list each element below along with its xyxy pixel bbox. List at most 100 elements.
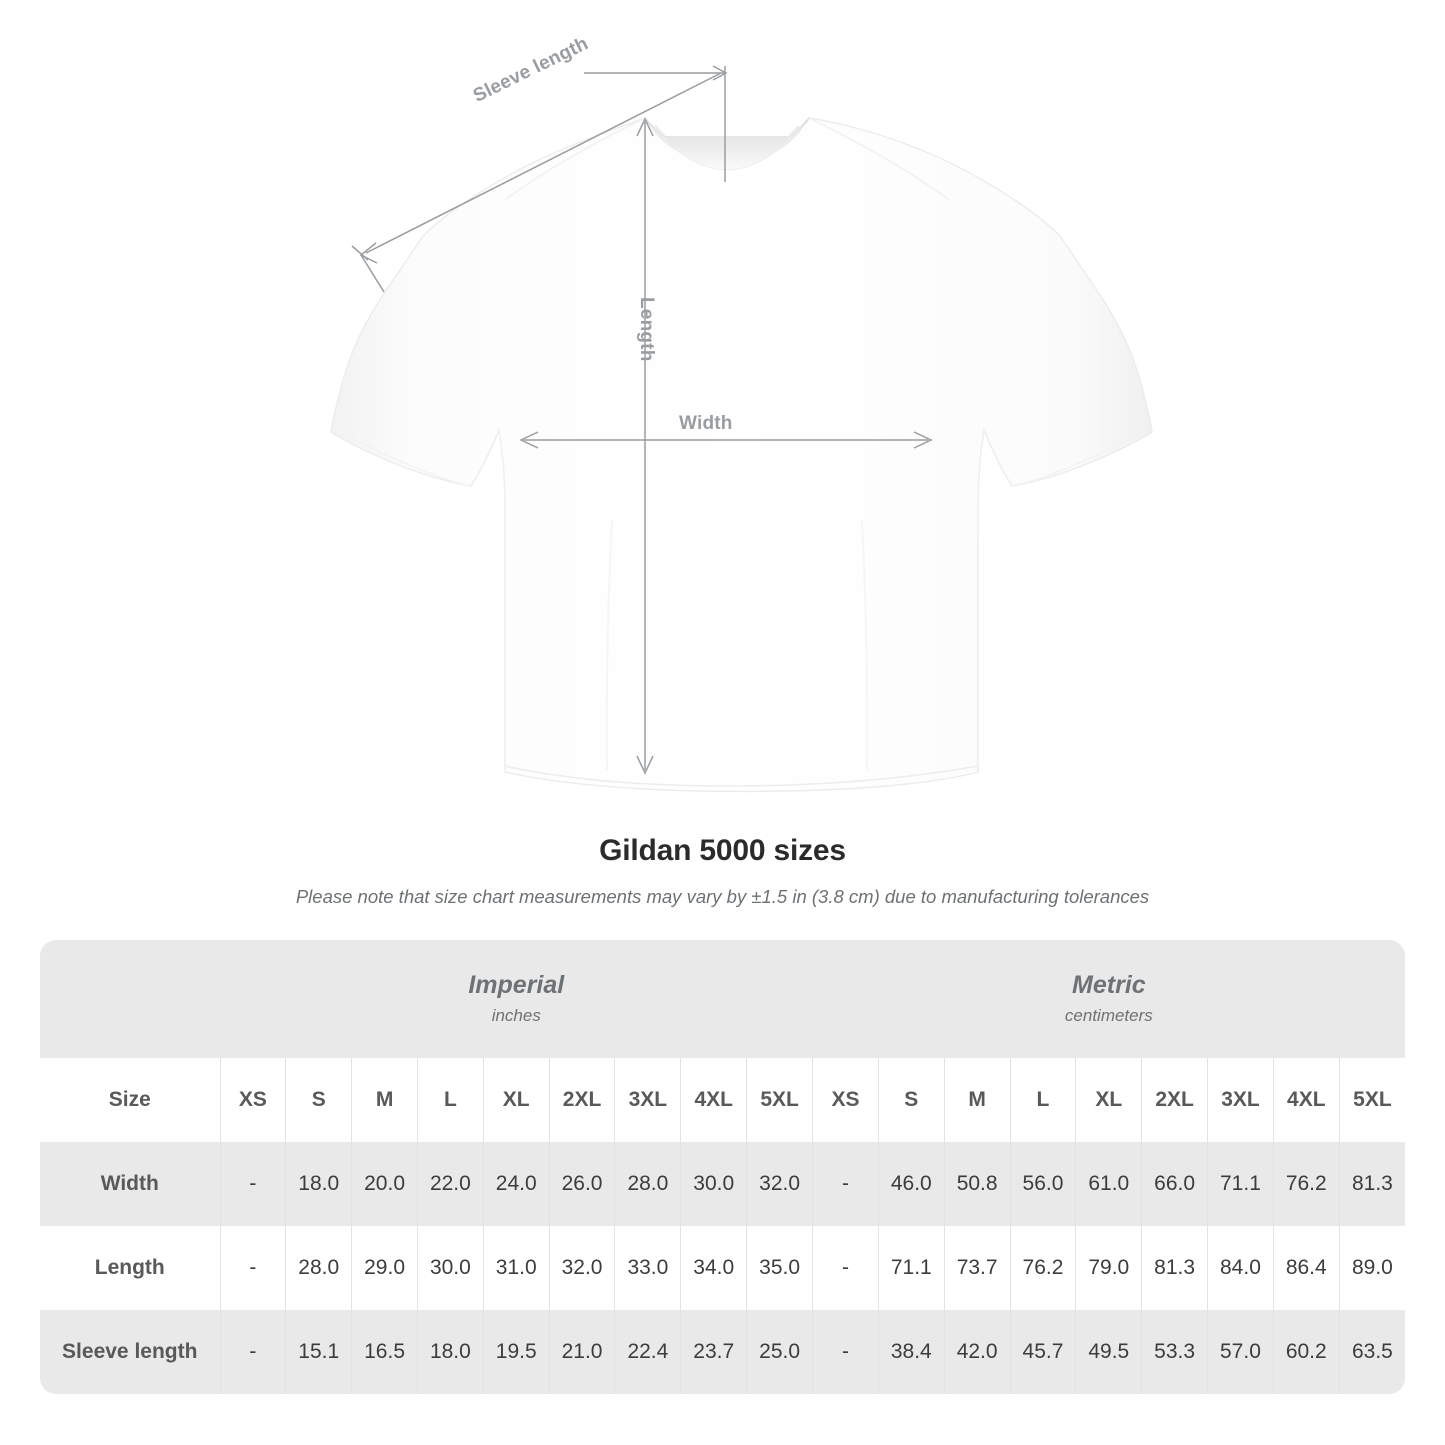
table-cell: 26.0: [548, 1142, 615, 1226]
table-cell: -: [812, 1310, 879, 1394]
measurement-lines: [351, 65, 933, 775]
table-row-sizes: Size XS S M L XL 2XL 3XL 4XL 5XL XS S M L XL 2XL 3XL 4XL 5…: [40, 1058, 1406, 1142]
table-cell: 2XL: [548, 1058, 615, 1142]
table-row: Sleeve length -15.1 16.5 18.0 19.5 21.0 22.4 23…: [40, 1310, 1406, 1394]
table-cell: 73.7: [943, 1226, 1011, 1310]
length-dimension-label: Length: [636, 297, 657, 362]
table-cell: 33.0: [614, 1226, 681, 1310]
table-cell: 50.8: [943, 1142, 1011, 1226]
size-chart-table: Imperial inches Metric centimeters Size XS S M…: [40, 940, 1406, 1394]
page-title: Gildan 5000 sizes: [599, 834, 846, 867]
table-cell: 38.4: [877, 1310, 945, 1394]
table-cell: 61.0: [1075, 1142, 1142, 1226]
row-label: Sleeve length: [40, 1310, 220, 1394]
table-cell: 46.0: [877, 1142, 945, 1226]
system-name: Imperial: [468, 970, 565, 999]
tshirt-shape: [330, 117, 1153, 793]
table-cell: 3XL: [614, 1058, 681, 1142]
table-cell: 19.5: [482, 1310, 550, 1394]
row-label: Width: [40, 1142, 220, 1226]
tolerance-note: Please note that size chart measurements…: [295, 886, 1150, 907]
width-dimension-label: Width: [679, 413, 733, 434]
system-header-imperial: Imperial inches: [220, 940, 813, 1058]
table-cell: 60.2: [1272, 1310, 1340, 1394]
table-cell: L: [416, 1058, 484, 1142]
table-system-header: Imperial inches Metric centimeters: [40, 940, 1406, 1058]
table-cell: 42.0: [943, 1310, 1011, 1394]
size-chart-table-wrapper: Imperial inches Metric centimeters Size XS S M…: [40, 940, 1406, 1394]
table-cell: 15.1: [285, 1310, 352, 1394]
table-cell: 22.4: [614, 1310, 681, 1394]
table-cell: 22.0: [416, 1142, 484, 1226]
table-cell: 24.0: [482, 1142, 550, 1226]
table-cell: 2XL: [1141, 1058, 1208, 1142]
row-label: Length: [40, 1226, 220, 1310]
table-cell: 86.4: [1272, 1226, 1340, 1310]
system-header-metric: Metric centimeters: [812, 940, 1406, 1058]
row-label: Size: [40, 1058, 220, 1142]
system-unit: inches: [491, 1006, 541, 1026]
table-cell: 35.0: [746, 1226, 813, 1310]
table-cell: -: [219, 1226, 286, 1310]
table-cell: 32.0: [548, 1226, 615, 1310]
table-cell: -: [219, 1142, 286, 1226]
system-name: Metric: [1072, 970, 1146, 999]
system-unit: centimeters: [1064, 1006, 1153, 1026]
table-cell: 20.0: [351, 1142, 418, 1226]
table-cell: 28.0: [285, 1226, 352, 1310]
table-cell: 79.0: [1075, 1226, 1142, 1310]
table-cell: 16.5: [351, 1310, 418, 1394]
system-header-spacer: [40, 940, 220, 1058]
table-cell: 71.1: [1207, 1142, 1274, 1226]
table-cell: XL: [482, 1058, 550, 1142]
table-cell: 81.3: [1141, 1226, 1208, 1310]
table-cell: 4XL: [1272, 1058, 1340, 1142]
table-cell: 25.0: [746, 1310, 813, 1394]
table-cell: 53.3: [1141, 1310, 1208, 1394]
title-block: Gildan 5000 sizes Please note that size …: [0, 834, 1445, 908]
tshirt-diagram-svg: [330, 65, 1153, 793]
table-cell: 66.0: [1141, 1142, 1208, 1226]
table-cell: 49.5: [1075, 1310, 1142, 1394]
table-cell: XS: [812, 1058, 879, 1142]
table-row: Width -18.0 20.0 22.0 24.0 26.0 28.0 30.0 32.0-4…: [40, 1142, 1406, 1226]
table-cell: -: [219, 1310, 286, 1394]
table-cell: XL: [1075, 1058, 1142, 1142]
table-cell: 71.1: [877, 1226, 945, 1310]
table-cell: 18.0: [416, 1310, 484, 1394]
table-cell: 28.0: [614, 1142, 681, 1226]
table-cell: -: [812, 1226, 879, 1310]
table-cell: 81.3: [1338, 1142, 1406, 1226]
table-cell: 31.0: [482, 1226, 550, 1310]
table-cell: 29.0: [351, 1226, 418, 1310]
table-cell: 63.5: [1338, 1310, 1406, 1394]
table-cell: 4XL: [680, 1058, 747, 1142]
table-cell: 57.0: [1207, 1310, 1274, 1394]
table-cell: 32.0: [746, 1142, 813, 1226]
table-cell: 76.2: [1009, 1226, 1076, 1310]
tshirt-illustration: Sleeve length Length Width: [330, 33, 1153, 793]
table-cell: 21.0: [548, 1310, 615, 1394]
table-cell: 84.0: [1207, 1226, 1274, 1310]
table-cell: 56.0: [1009, 1142, 1076, 1226]
table-cell: S: [285, 1058, 352, 1142]
table-cell: L: [1009, 1058, 1076, 1142]
table-cell: 89.0: [1338, 1226, 1406, 1310]
table-cell: 34.0: [680, 1226, 747, 1310]
table-cell: 5XL: [1338, 1058, 1406, 1142]
table-cell: 30.0: [680, 1142, 747, 1226]
table-cell: S: [877, 1058, 945, 1142]
table-cell: 3XL: [1207, 1058, 1274, 1142]
table-cell: 5XL: [746, 1058, 813, 1142]
table-cell: -: [812, 1142, 879, 1226]
table-cell: 30.0: [416, 1226, 484, 1310]
table-cell: M: [351, 1058, 418, 1142]
table-cell: M: [943, 1058, 1011, 1142]
table-cell: 76.2: [1272, 1142, 1340, 1226]
table-cell: XS: [219, 1058, 286, 1142]
table-row: Length -28.0 29.0 30.0 31.0 32.0 33.0 34.0 35.0-…: [40, 1226, 1406, 1310]
table-cell: 18.0: [285, 1142, 352, 1226]
table-cell: 45.7: [1009, 1310, 1076, 1394]
table-body: Size XS S M L XL 2XL 3XL 4XL 5XL XS S M L XL 2XL 3XL 4XL 5…: [40, 1058, 1406, 1394]
table-cell: 23.7: [680, 1310, 747, 1394]
